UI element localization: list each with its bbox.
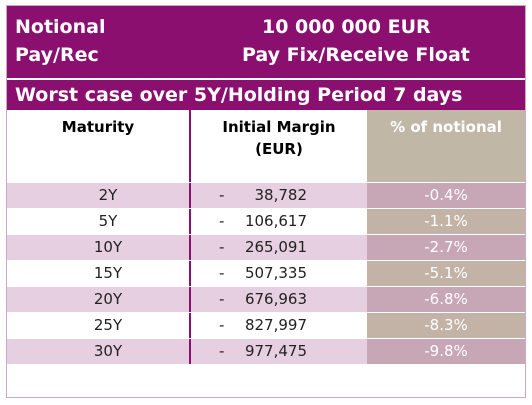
margin-value: 38,782 [254, 186, 308, 204]
pay-rec-label: Pay/Rec [15, 44, 99, 66]
maturity-cell: 15Y [93, 264, 123, 282]
column-headers: Maturity Initial Margin (EUR) % of notio… [7, 110, 525, 182]
margin-table-card: Notional Pay/Rec 10 000 000 EUR Pay Fix/… [6, 5, 526, 398]
margin-cell: - 265,091 [189, 235, 367, 260]
table-row: 15Y - 507,335 -5.1% [7, 260, 525, 286]
margin-value: 507,335 [244, 264, 307, 282]
margin-value: 106,617 [244, 212, 307, 230]
maturity-cell: 25Y [93, 316, 123, 334]
maturity-cell: 2Y [98, 186, 118, 204]
sign-cell: - [219, 186, 225, 204]
table-row: 2Y - 38,782 -0.4% [7, 182, 525, 208]
table-row: 5Y - 106,617 -1.1% [7, 208, 525, 234]
pct-cell: -6.8% [367, 287, 525, 312]
header-divider [7, 78, 525, 80]
maturity-cell: 30Y [93, 342, 123, 360]
sign-cell: - [219, 264, 225, 282]
table-header: Notional Pay/Rec 10 000 000 EUR Pay Fix/… [7, 6, 525, 110]
table-row: 30Y - 977,475 -9.8% [7, 338, 525, 364]
margin-table: Maturity Initial Margin (EUR) % of notio… [7, 110, 525, 364]
margin-cell: - 827,997 [189, 313, 367, 338]
sign-cell: - [219, 212, 225, 230]
margin-value: 676,963 [244, 290, 307, 308]
margin-cell: - 977,475 [189, 339, 367, 364]
pct-cell: -5.1% [367, 261, 525, 286]
pct-cell: -8.3% [367, 313, 525, 338]
maturity-cell: 10Y [93, 238, 123, 256]
pct-cell: -9.8% [367, 339, 525, 364]
notional-amount: 10 000 000 EUR [262, 16, 431, 38]
margin-cell: - 676,963 [189, 287, 367, 312]
pay-rec-value: Pay Fix/Receive Float [242, 44, 470, 66]
pct-cell: -0.4% [367, 183, 525, 208]
sign-cell: - [219, 238, 225, 256]
scenario-subtitle: Worst case over 5Y/Holding Period 7 days [15, 84, 463, 106]
table-row: 20Y - 676,963 -6.8% [7, 286, 525, 312]
sign-cell: - [219, 290, 225, 308]
col-maturity: Maturity [61, 118, 135, 136]
margin-value: 265,091 [244, 238, 307, 256]
pct-cell: -1.1% [367, 209, 525, 234]
sign-cell: - [219, 342, 225, 360]
maturity-cell: 20Y [93, 290, 123, 308]
col-pct-notional: % of notional [367, 110, 525, 182]
table-row: 25Y - 827,997 -8.3% [7, 312, 525, 338]
table-row: 10Y - 265,091 -2.7% [7, 234, 525, 260]
notional-label: Notional [15, 16, 106, 38]
sign-cell: - [219, 316, 225, 334]
margin-cell: - 38,782 [189, 183, 367, 208]
margin-cell: - 106,617 [189, 209, 367, 234]
margin-cell: - 507,335 [189, 261, 367, 286]
col-initial-margin-line1: Initial Margin [222, 118, 336, 136]
pct-cell: -2.7% [367, 235, 525, 260]
col-initial-margin-line2: (EUR) [255, 140, 303, 158]
margin-value: 827,997 [244, 316, 307, 334]
margin-value: 977,475 [244, 342, 307, 360]
maturity-cell: 5Y [98, 212, 118, 230]
col-initial-margin: Initial Margin (EUR) [189, 110, 367, 182]
